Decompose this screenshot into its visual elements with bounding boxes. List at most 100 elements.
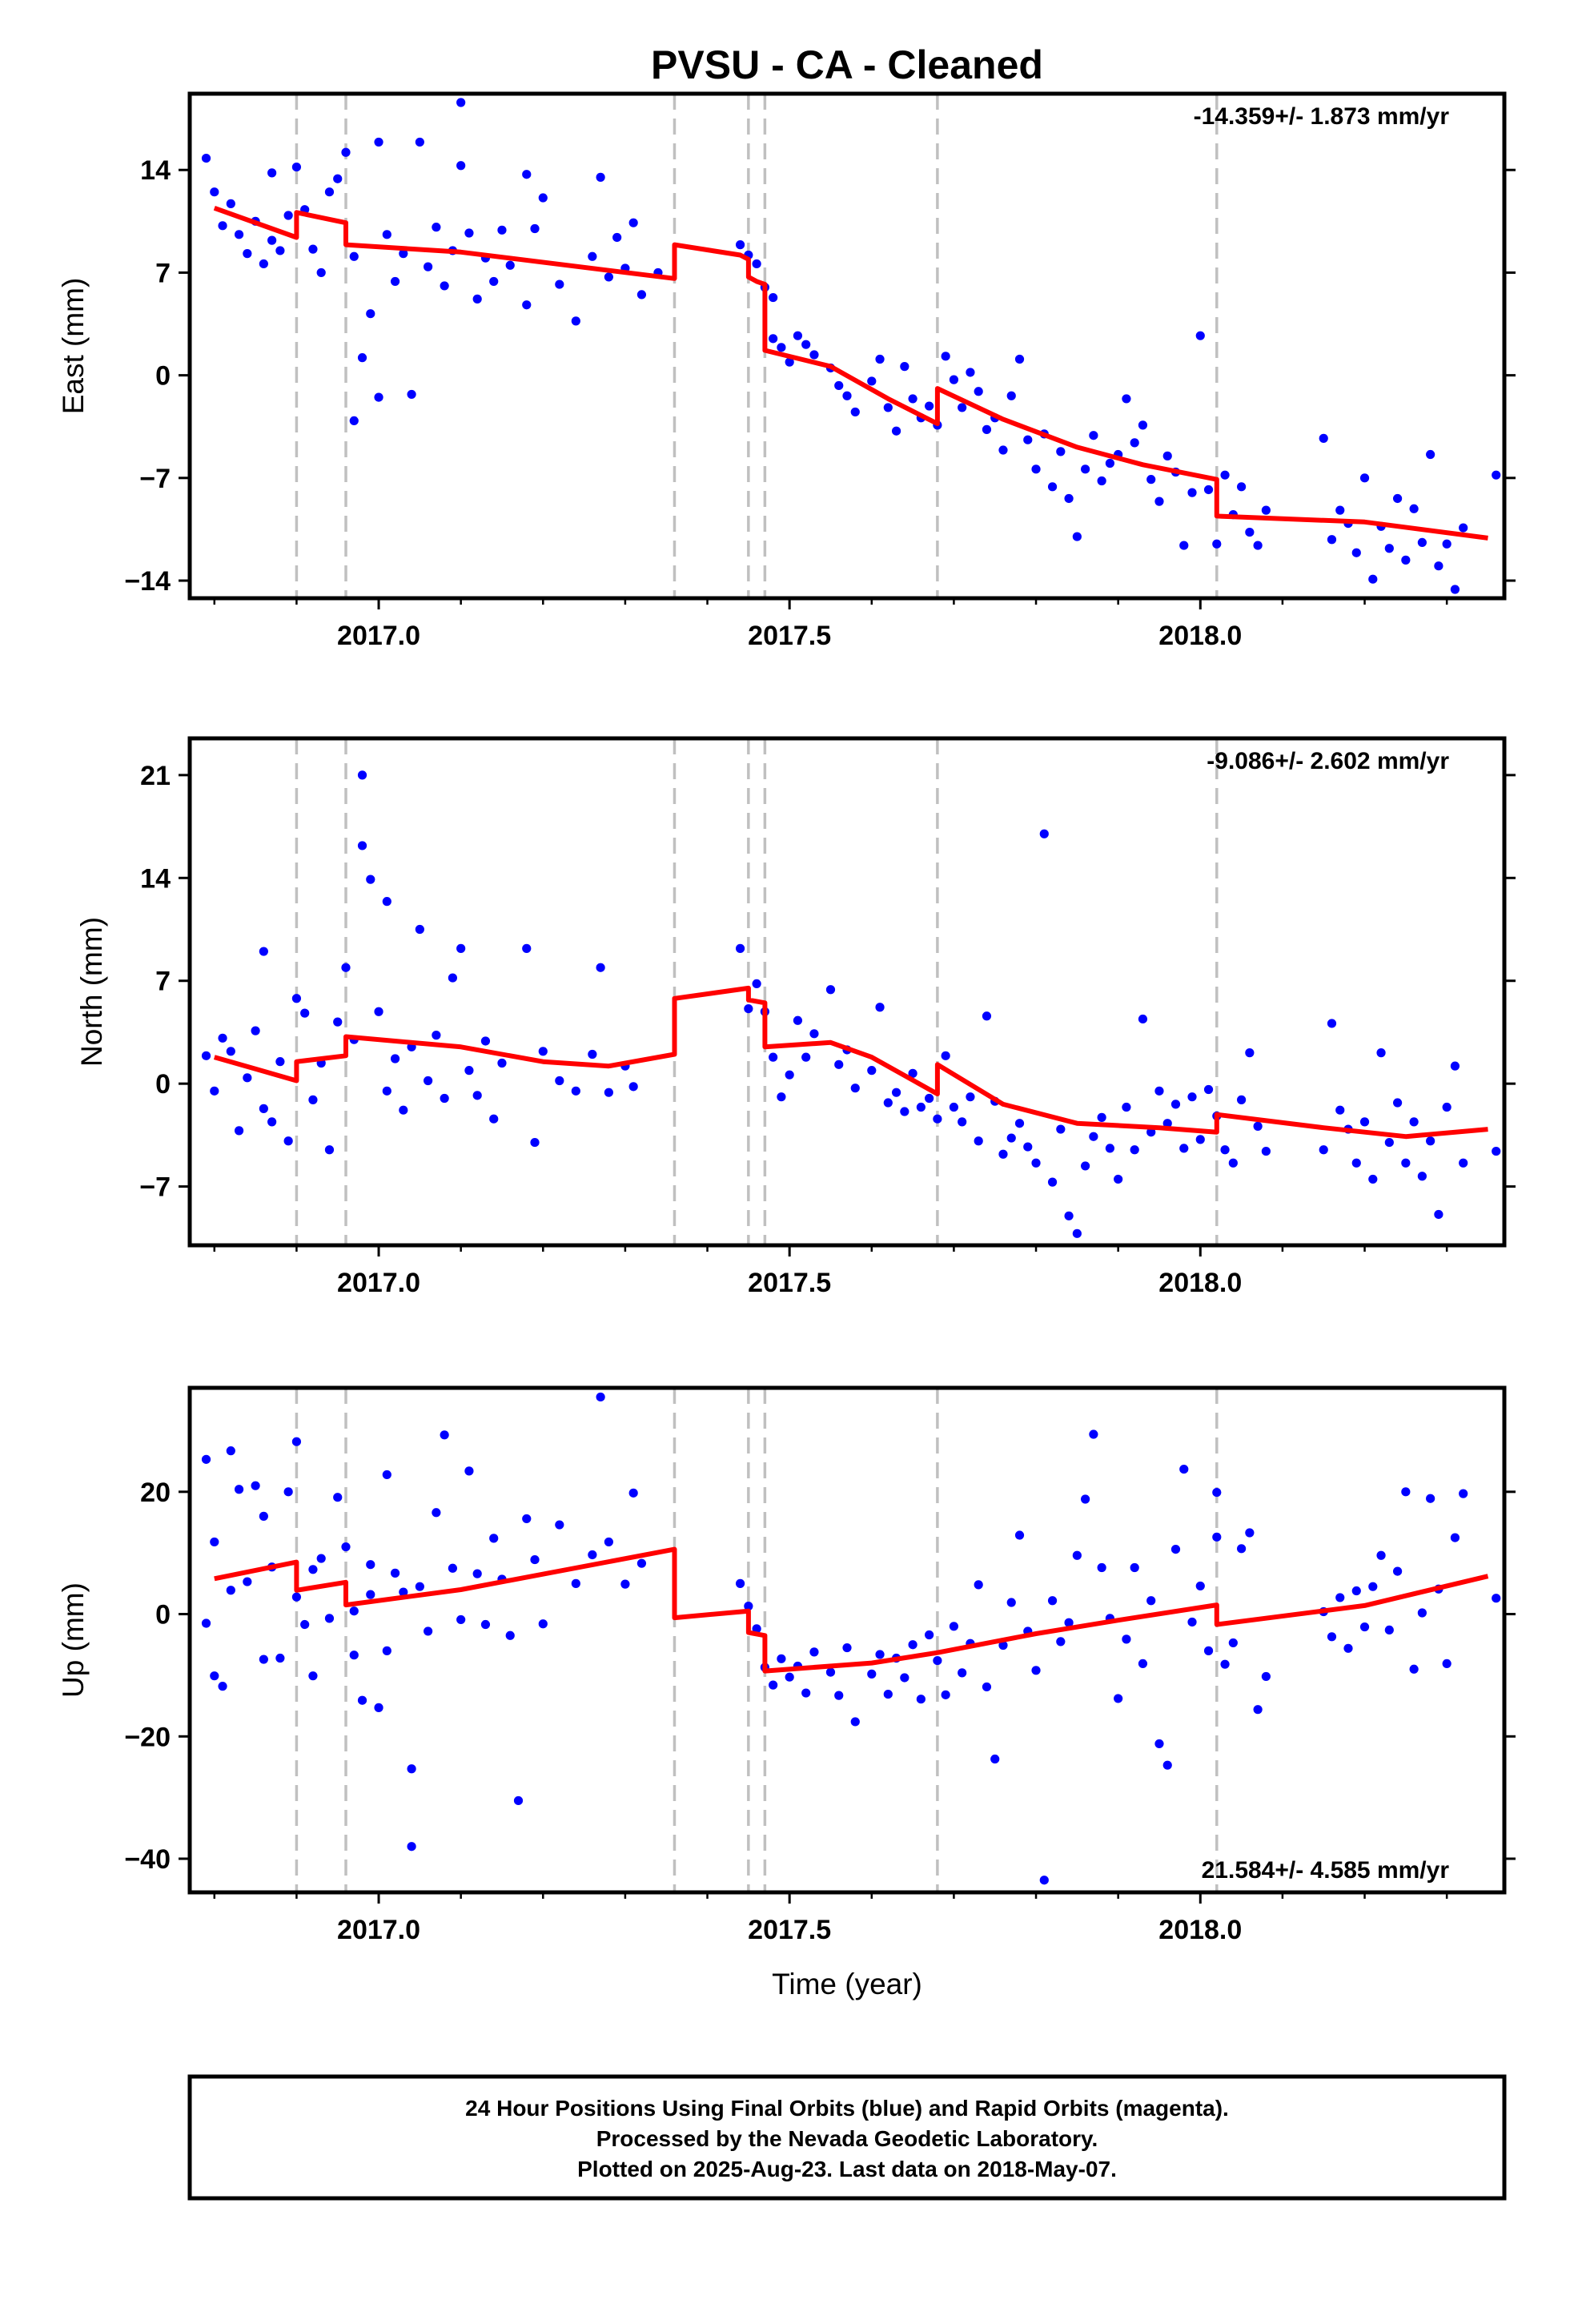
data-point-up-27	[366, 1590, 375, 1599]
data-point-east-113	[1212, 539, 1222, 549]
data-point-north-22	[366, 875, 375, 884]
data-point-east-80	[941, 352, 950, 361]
footer-line-2: Processed by the Nevada Geodetic Laborat…	[596, 2126, 1098, 2151]
x-tick-label-north-1: 2017.5	[748, 1268, 831, 1298]
data-point-up-41	[456, 1614, 466, 1625]
data-point-north-125	[1417, 1172, 1427, 1181]
data-point-up-17	[300, 1619, 310, 1630]
data-point-east-28	[407, 389, 416, 400]
data-point-north-121	[1384, 1137, 1394, 1148]
x-tick-label-east-1: 2017.5	[748, 621, 831, 651]
data-point-up-5	[226, 1586, 235, 1595]
data-point-east-102	[1122, 394, 1131, 404]
data-point-up-52	[555, 1520, 564, 1530]
data-point-north-9	[267, 1117, 277, 1127]
data-point-up-126	[1335, 1593, 1345, 1602]
data-point-up-0	[201, 1454, 211, 1464]
y-tick-label-north-0: −7	[139, 1172, 171, 1203]
data-point-east-47	[571, 316, 580, 326]
data-point-east-73	[883, 403, 893, 412]
data-point-up-60	[735, 1578, 745, 1588]
data-point-north-3	[226, 1047, 235, 1056]
data-point-up-33	[399, 1587, 408, 1597]
data-point-east-133	[1426, 449, 1435, 460]
data-point-east-83	[966, 368, 975, 377]
data-point-east-36	[464, 228, 474, 238]
data-point-up-120	[1237, 1544, 1247, 1554]
data-point-up-115	[1203, 1646, 1214, 1655]
data-point-east-126	[1368, 574, 1378, 584]
data-point-up-34	[407, 1764, 416, 1774]
data-point-up-26	[357, 1695, 367, 1705]
x-tick-label-east-0: 2017.0	[337, 621, 420, 651]
data-point-up-35	[407, 1842, 416, 1852]
data-point-north-8	[259, 947, 268, 956]
data-point-east-31	[432, 223, 441, 232]
data-point-east-11	[283, 211, 293, 220]
data-point-north-66	[883, 1098, 893, 1108]
data-point-north-111	[1253, 1121, 1263, 1131]
data-point-north-102	[1179, 1144, 1189, 1153]
data-point-up-4	[218, 1682, 227, 1691]
data-point-north-87	[1056, 1124, 1066, 1134]
data-point-north-24	[382, 897, 391, 907]
data-point-east-96	[1072, 532, 1082, 541]
data-point-east-43	[522, 300, 532, 310]
model-line-north	[213, 985, 1488, 1140]
data-point-up-24	[349, 1651, 359, 1660]
data-point-north-107	[1220, 1145, 1230, 1155]
data-point-up-74	[867, 1669, 877, 1679]
data-point-up-95	[1039, 1876, 1049, 1885]
data-point-north-60	[825, 985, 836, 995]
data-point-east-42	[522, 170, 532, 179]
data-point-north-0	[201, 1051, 211, 1060]
data-point-north-50	[735, 943, 745, 953]
data-point-up-125	[1327, 1632, 1337, 1642]
data-point-up-116	[1212, 1532, 1222, 1542]
data-point-up-50	[530, 1554, 540, 1565]
data-point-up-123	[1261, 1671, 1271, 1682]
data-point-north-38	[489, 1114, 499, 1124]
x-tick-label-up-2: 2018.0	[1158, 1915, 1242, 1945]
y-tick-label-east-1: −7	[139, 464, 171, 494]
footer-line-1: 24 Hour Positions Using Final Orbits (bl…	[465, 2096, 1229, 2121]
data-point-north-36	[472, 1091, 482, 1100]
data-point-north-85	[1039, 829, 1049, 838]
data-point-north-95	[1122, 1102, 1131, 1112]
data-point-east-76	[908, 394, 917, 404]
figure-title: PVSU - CA - Cleaned	[651, 42, 1043, 87]
data-point-east-130	[1401, 555, 1411, 565]
data-point-north-56	[785, 1070, 794, 1080]
data-point-up-44	[480, 1619, 491, 1630]
data-point-north-86	[1047, 1177, 1058, 1187]
data-point-east-131	[1409, 504, 1419, 513]
data-point-north-90	[1081, 1161, 1090, 1171]
data-point-north-55	[777, 1092, 786, 1102]
y-tick-label-north-1: 0	[155, 1069, 171, 1100]
data-point-east-48	[588, 251, 597, 261]
data-point-up-68	[801, 1688, 811, 1698]
y-tick-label-east-0: −14	[124, 566, 171, 597]
data-point-north-131	[1492, 1146, 1501, 1156]
data-point-north-70	[916, 1102, 926, 1112]
data-point-north-89	[1072, 1228, 1082, 1238]
data-point-east-54	[636, 290, 647, 300]
data-point-up-81	[925, 1630, 934, 1640]
y-tick-label-north-3: 14	[140, 863, 171, 894]
data-point-north-115	[1335, 1105, 1345, 1115]
data-point-up-106	[1130, 1562, 1139, 1573]
data-point-north-130	[1459, 1158, 1468, 1168]
data-point-north-112	[1261, 1146, 1271, 1156]
data-point-up-79	[908, 1640, 917, 1650]
data-point-up-61	[744, 1602, 753, 1611]
data-point-north-127	[1434, 1209, 1443, 1220]
data-point-north-120	[1376, 1048, 1386, 1058]
data-point-east-53	[628, 218, 638, 227]
data-point-up-105	[1122, 1634, 1131, 1644]
data-point-north-92	[1097, 1112, 1106, 1122]
data-point-north-81	[1006, 1133, 1016, 1143]
data-point-east-3	[226, 199, 235, 208]
data-point-up-14	[283, 1487, 293, 1497]
data-point-north-122	[1392, 1098, 1403, 1108]
